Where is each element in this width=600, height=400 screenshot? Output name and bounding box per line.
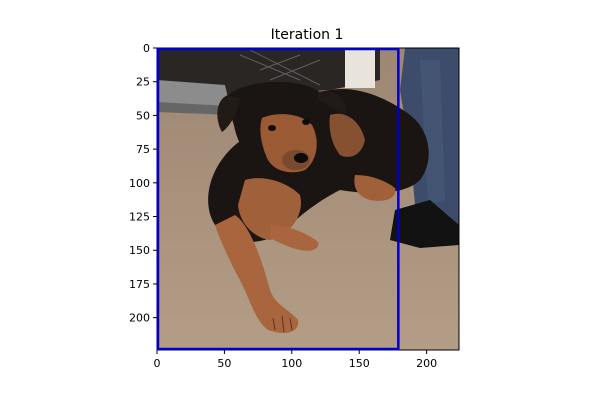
x-tick-label: 200: [416, 357, 437, 370]
y-tick-label: 75: [136, 143, 150, 156]
x-tick-label: 150: [349, 357, 370, 370]
y-tick-label: 125: [129, 211, 150, 224]
y-tick-label: 50: [136, 109, 150, 122]
x-tick-label: 0: [154, 357, 161, 370]
y-tick-label: 100: [129, 177, 150, 190]
x-tick-label: 100: [281, 357, 302, 370]
y-tick-label: 175: [129, 278, 150, 291]
y-tick-label: 0: [143, 42, 150, 55]
dog-photo: [157, 48, 459, 350]
y-axis: 0 25 50 75 100 125 150 175 200: [129, 42, 157, 325]
y-tick-label: 25: [136, 76, 150, 89]
y-tick-label: 200: [129, 312, 150, 325]
x-axis: 0 50 100 150 200: [154, 350, 438, 370]
y-tick-label: 150: [129, 244, 150, 257]
chart-title: Iteration 1: [271, 27, 344, 43]
x-tick-label: 50: [217, 357, 231, 370]
